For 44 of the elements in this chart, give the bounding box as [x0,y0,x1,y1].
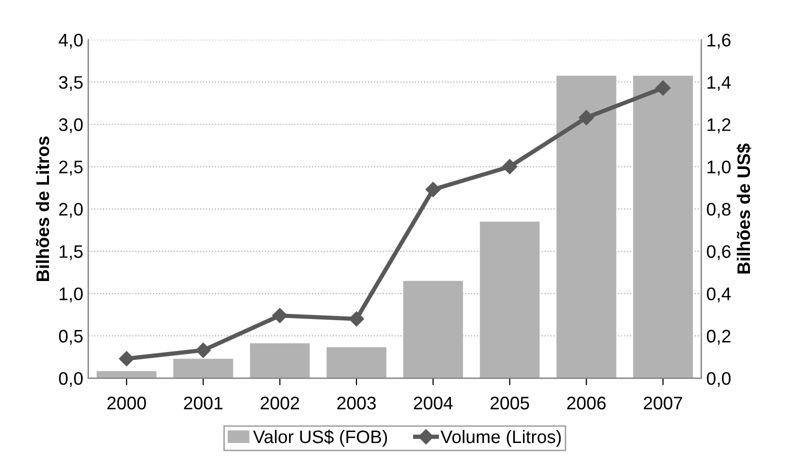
bar [556,76,616,378]
y-tick-label: 2,5 [59,160,83,176]
point [502,159,518,174]
y-tick-label: 4,0 [58,34,83,49]
y2-tick-label: 1,2 [708,118,730,134]
point [119,351,134,366]
x-tick-label: 2002 [260,396,300,410]
point [655,80,671,96]
y2-tick-label: 1,0 [708,160,731,176]
y-tick-label: 3,5 [58,76,83,91]
y2-tick-label: 0,4 [706,287,731,302]
bar [326,347,386,378]
y-axis-title: Bilhões de Litros [36,136,50,281]
x-tick-label: 2003 [337,396,376,410]
x-tick-label: 2006 [567,396,606,410]
y-tick-label: 1,5 [60,245,83,260]
y-tick-label: 1,0 [60,287,83,302]
bar [173,358,234,378]
point [578,110,594,126]
x-tick-label: 2000 [107,396,146,410]
x-tick-label: 2004 [414,396,453,410]
x-tick-label: 2007 [644,396,682,410]
y2-tick-label: 0,2 [706,330,730,345]
y-tick-label: 3,0 [58,118,83,134]
y2-tick-label: 0,8 [706,202,730,218]
y2-tick-label: 0,0 [706,372,731,387]
point [196,342,211,358]
y2-tick-label: 1,6 [708,34,730,49]
y-tick-label: 2,0 [59,202,83,218]
bar [633,76,693,378]
y2-tick-label: 0,6 [706,245,730,260]
bar [250,343,310,378]
legend-label: Valor US$ (FOB) [253,430,387,447]
bar [96,371,156,378]
point [426,182,441,198]
y2-axis-title: Bilhões de US$ [736,143,752,274]
x-tick-label: 2001 [184,396,222,410]
y-tick-label: 0,5 [59,330,83,345]
point [272,308,288,324]
legend-label: Volume (Litros) [440,430,561,447]
y-tick-label: 0,0 [59,372,83,387]
point [348,311,364,326]
x-tick-label: 2005 [490,396,530,410]
y2-tick-label: 1,4 [708,76,731,91]
